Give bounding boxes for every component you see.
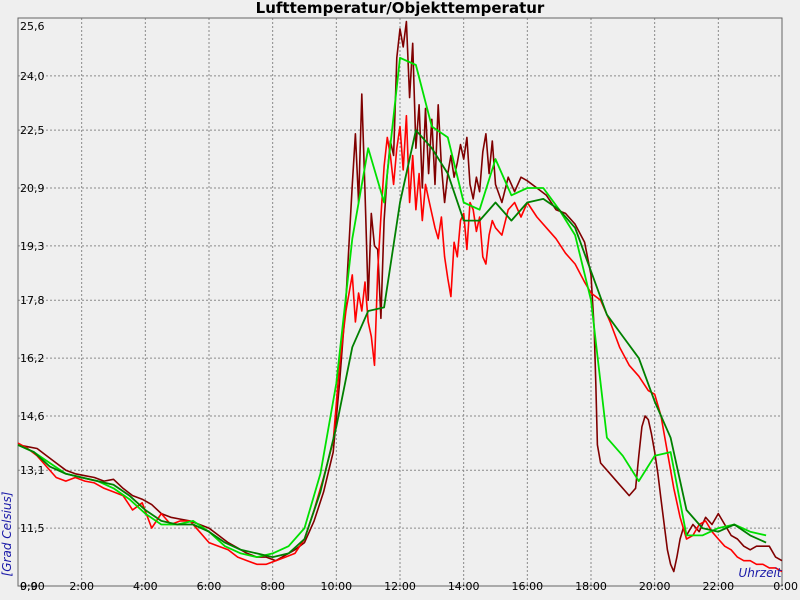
x-tick-label: 14:00 xyxy=(448,580,480,593)
x-tick-label: 10:00 xyxy=(320,580,352,593)
y-tick-label: 19,3 xyxy=(20,240,45,253)
y-tick-label: 11,5 xyxy=(20,522,45,535)
x-tick-label: 0:00 xyxy=(20,580,45,593)
series-lines xyxy=(17,20,783,573)
x-tick-label: 4:00 xyxy=(133,580,158,593)
x-tick-label: 16:00 xyxy=(511,580,543,593)
y-tick-label: 24,0 xyxy=(20,70,45,83)
x-tick-label: 8:00 xyxy=(260,580,285,593)
y-tick-label: 13,1 xyxy=(20,464,45,477)
x-tick-label: 12:00 xyxy=(384,580,416,593)
x-tick-label: 18:00 xyxy=(575,580,607,593)
chart-title: Lufttemperatur/Objekttemperatur xyxy=(256,0,545,17)
y-tick-label: 17,8 xyxy=(20,294,45,307)
y-tick-label: 9,9 xyxy=(20,580,38,593)
series-line-2 xyxy=(17,114,783,573)
x-tick-label: 22:00 xyxy=(702,580,734,593)
y-tick-label: 16,2 xyxy=(20,352,45,365)
x-tick-label: 2:00 xyxy=(69,580,94,593)
y-tick-label: 25,6 xyxy=(20,20,45,33)
x-axis-label: Uhrzeit xyxy=(738,566,782,580)
series-line-4 xyxy=(17,129,767,558)
y-axis-label: [Grad Celsius] xyxy=(0,491,14,576)
tick-labels: 0:00 2:00 4:00 6:00 8:00 10:00 12:00 14:00 16:00… xyxy=(20,20,798,593)
x-tick-label: 20:00 xyxy=(639,580,671,593)
series-line-3 xyxy=(17,56,767,558)
y-tick-label: 14,6 xyxy=(20,410,45,423)
grid-lines xyxy=(18,18,782,586)
x-tick-label: 6:00 xyxy=(197,580,222,593)
y-tick-label: 22,5 xyxy=(20,124,45,137)
plot-frame xyxy=(17,17,783,587)
x-tick-label: 0:00 xyxy=(773,580,798,593)
y-tick-label: 20,9 xyxy=(20,182,45,195)
